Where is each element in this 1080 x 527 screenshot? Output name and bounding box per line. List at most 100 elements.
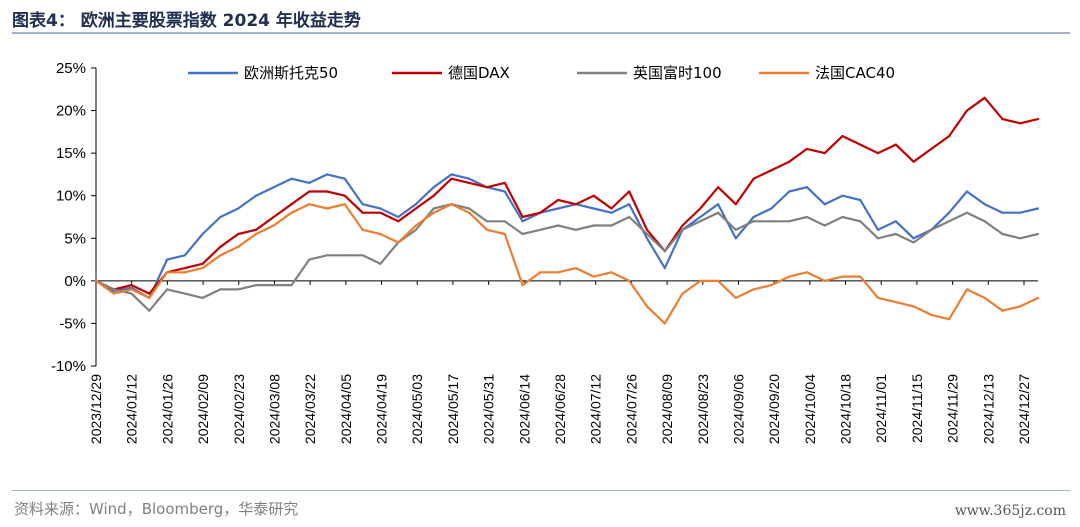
data-point xyxy=(894,232,897,236)
data-point xyxy=(930,313,933,316)
data-point xyxy=(237,232,240,236)
footer-divider xyxy=(12,490,1070,491)
data-point xyxy=(859,275,862,278)
data-point xyxy=(770,220,773,223)
data-point xyxy=(361,254,364,257)
data-point xyxy=(485,220,489,223)
data-point xyxy=(379,207,382,210)
y-tick-label: 25% xyxy=(56,60,86,77)
data-point xyxy=(574,203,578,206)
data-point xyxy=(521,220,524,223)
data-point xyxy=(148,309,151,312)
data-point xyxy=(308,181,311,184)
data-point xyxy=(272,224,275,227)
data-point xyxy=(1019,211,1022,214)
x-axis-ticks: 2023/12/29 2024/01/12 2024/01/26 2024/02/09… xyxy=(88,280,1032,444)
title-divider xyxy=(12,32,1070,34)
data-point xyxy=(628,190,631,193)
data-point xyxy=(468,211,471,214)
x-tick-label: 2024/04/19 xyxy=(374,374,390,444)
data-point xyxy=(592,275,595,278)
data-point xyxy=(894,220,897,223)
series-line-1 xyxy=(95,173,1039,299)
legend-label: 德国DAX xyxy=(448,64,510,82)
data-point xyxy=(894,143,897,146)
data-point xyxy=(379,211,382,214)
data-point xyxy=(948,318,951,321)
data-point xyxy=(237,288,240,291)
data-point xyxy=(1001,118,1004,121)
data-point xyxy=(699,220,702,223)
data-point xyxy=(859,198,862,202)
data-point xyxy=(343,177,346,180)
data-point xyxy=(219,245,222,248)
data-point xyxy=(450,203,453,206)
x-tick-label: 2024/05/17 xyxy=(445,374,461,444)
data-point xyxy=(254,232,258,236)
data-point xyxy=(468,181,471,184)
data-point xyxy=(183,267,186,270)
data-point xyxy=(148,296,151,299)
data-point xyxy=(397,241,400,244)
x-tick-label: 2024/06/28 xyxy=(552,374,568,444)
data-point xyxy=(734,237,737,240)
data-point xyxy=(326,254,329,257)
data-point xyxy=(823,152,826,155)
data-point xyxy=(379,232,382,236)
data-point xyxy=(219,215,222,219)
y-tick-label: 15% xyxy=(56,145,86,162)
figure-title: 图表4： 欧洲主要股票指数 2024 年收益走势 xyxy=(12,11,361,31)
x-tick-label: 2024/04/05 xyxy=(338,374,354,444)
data-point xyxy=(272,186,275,189)
data-point xyxy=(699,279,702,282)
line-chart: -10% -5% 0% 5% 10% 15% 20% 25% 2023/12/29 2024/0… xyxy=(51,60,1040,444)
data-point xyxy=(557,198,560,202)
data-point xyxy=(699,215,702,219)
data-point xyxy=(823,224,826,227)
data-point xyxy=(326,190,329,193)
data-point xyxy=(343,203,346,206)
data-point xyxy=(1001,211,1004,214)
data-point xyxy=(397,220,400,223)
x-tick-label: 2024/05/31 xyxy=(481,374,497,444)
data-point xyxy=(272,215,275,219)
data-point xyxy=(1036,232,1040,236)
y-tick-label: -10% xyxy=(51,358,86,375)
data-point xyxy=(326,173,329,176)
data-point xyxy=(663,267,666,270)
data-point xyxy=(326,207,329,210)
data-point xyxy=(841,135,844,138)
data-point xyxy=(503,220,506,223)
data-point xyxy=(1019,237,1022,240)
x-tick-label: 2024/05/03 xyxy=(409,374,425,444)
data-point xyxy=(308,258,311,261)
data-point xyxy=(539,271,542,274)
data-point xyxy=(361,211,364,214)
x-tick-label: 2024/11/01 xyxy=(873,374,889,443)
data-point xyxy=(414,203,417,206)
x-tick-label: 2024/10/04 xyxy=(802,374,818,444)
data-point xyxy=(912,305,915,308)
x-tick-label: 2024/09/20 xyxy=(766,374,782,444)
data-point xyxy=(1036,296,1040,299)
x-tick-label: 2024/02/09 xyxy=(195,374,211,444)
data-point xyxy=(343,194,346,197)
data-point xyxy=(1019,305,1022,308)
data-point xyxy=(610,224,613,227)
data-point xyxy=(948,211,951,214)
data-point xyxy=(183,254,186,257)
data-point xyxy=(166,258,169,261)
data-point xyxy=(983,296,986,299)
data-point xyxy=(734,296,737,299)
x-tick-label: 2024/07/12 xyxy=(588,374,604,444)
data-point xyxy=(237,245,240,248)
data-point xyxy=(450,173,453,176)
legend-label: 法国CAC40 xyxy=(815,64,895,82)
data-point xyxy=(468,177,471,180)
data-point xyxy=(414,228,417,231)
source-note: 资料来源：Wind，Bloomberg，华泰研究 xyxy=(14,500,299,518)
x-tick-label: 2024/11/15 xyxy=(909,374,925,443)
data-point xyxy=(290,211,293,214)
data-point xyxy=(414,207,417,210)
data-point xyxy=(841,215,844,219)
